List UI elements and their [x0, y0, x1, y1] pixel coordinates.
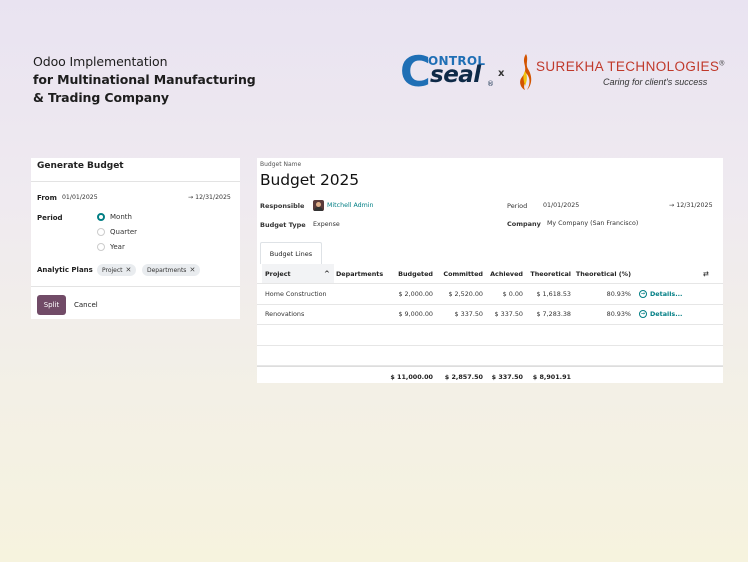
- logo-separator: x: [498, 68, 505, 79]
- radio-icon[interactable]: [97, 243, 105, 251]
- column-departments[interactable]: Departments: [336, 269, 384, 278]
- headline-line-2: for Multinational Manufacturing: [33, 72, 256, 87]
- table-row[interactable]: Renovations $ 9,000.00 $ 337.50 $ 337.50…: [257, 305, 723, 325]
- period-option-year[interactable]: Year: [97, 243, 125, 251]
- headline-line-1: Odoo Implementation: [33, 54, 168, 69]
- arrow-right-icon: →: [639, 289, 647, 298]
- column-achieved[interactable]: Achieved: [490, 269, 523, 278]
- period-from-field[interactable]: 01/01/2025: [543, 202, 580, 209]
- table-header: Project ^ Departments Budgeted Committed…: [257, 264, 723, 284]
- column-theoretical[interactable]: Theoretical: [530, 269, 571, 278]
- tag-project[interactable]: Project ✕: [97, 264, 137, 276]
- controlseal-logo: C ONTROL seal ®: [400, 47, 494, 96]
- headline-line-3: & Trading Company: [33, 90, 169, 105]
- remove-tag-icon[interactable]: ✕: [189, 266, 196, 274]
- empty-row: [257, 325, 723, 346]
- budget-lines-table: Project ^ Departments Budgeted Committed…: [257, 264, 723, 387]
- period-label: Period: [507, 202, 528, 210]
- from-date-field[interactable]: 01/01/2025: [62, 194, 98, 201]
- totals-row: $ 11,000.00 $ 2,857.50 $ 337.50 $ 8,901.…: [257, 366, 723, 387]
- remove-tag-icon[interactable]: ✕: [125, 266, 132, 274]
- surekha-tagline: Caring for client's success: [603, 77, 708, 87]
- company-field[interactable]: My Company (San Francisco): [547, 220, 639, 227]
- period-to-field[interactable]: → 12/31/2025: [669, 202, 713, 209]
- period-option-month[interactable]: Month: [97, 213, 132, 221]
- budget-type-field[interactable]: Expense: [313, 221, 340, 228]
- to-date-field[interactable]: → 12/31/2025: [188, 194, 231, 201]
- cancel-button[interactable]: Cancel: [74, 301, 98, 309]
- divider: [31, 286, 240, 287]
- period-label: Period: [37, 214, 63, 222]
- responsible-field[interactable]: Mitchell Admin: [327, 202, 374, 209]
- table-row[interactable]: Home Construction $ 2,000.00 $ 2,520.00 …: [257, 284, 723, 305]
- dialog-title: Generate Budget: [37, 161, 124, 171]
- empty-row: [257, 345, 723, 366]
- details-button[interactable]: → Details...: [639, 289, 683, 298]
- arrow-right-icon: →: [639, 310, 647, 319]
- radio-icon[interactable]: [97, 228, 105, 236]
- radio-selected-icon[interactable]: [97, 213, 105, 221]
- surekha-logo-name: SUREKHA TECHNOLOGIES®: [536, 59, 725, 74]
- from-label: From: [37, 194, 57, 202]
- budget-type-label: Budget Type: [260, 221, 306, 229]
- avatar: [313, 200, 324, 211]
- split-button[interactable]: Split: [37, 295, 66, 315]
- headline: Odoo Implementation for Multinational Ma…: [33, 53, 256, 107]
- details-button[interactable]: → Details...: [639, 310, 683, 319]
- column-project[interactable]: Project: [265, 269, 291, 278]
- sort-asc-icon[interactable]: ^: [324, 269, 330, 278]
- budget-name-field[interactable]: Budget 2025: [260, 171, 360, 189]
- generate-budget-dialog: Generate Budget From 01/01/2025 → 12/31/…: [31, 158, 240, 319]
- company-label: Company: [507, 220, 541, 228]
- tag-departments[interactable]: Departments ✕: [142, 264, 201, 276]
- responsible-label: Responsible: [260, 202, 305, 210]
- analytic-plans-label: Analytic Plans: [37, 266, 93, 274]
- budget-form: Budget Name Budget 2025 Responsible Mitc…: [257, 158, 723, 383]
- column-options-icon[interactable]: ⇄: [703, 269, 709, 278]
- budget-name-label: Budget Name: [260, 161, 302, 168]
- period-option-quarter[interactable]: Quarter: [97, 228, 137, 236]
- column-theoretical-pct[interactable]: Theoretical (%): [575, 269, 631, 278]
- column-budgeted[interactable]: Budgeted: [398, 269, 433, 278]
- surekha-flame-icon: [520, 54, 532, 90]
- partner-logos: C ONTROL seal ® x SUREKHA TECHNOLOGIES® …: [400, 47, 724, 96]
- column-committed[interactable]: Committed: [443, 269, 483, 278]
- tab-budget-lines[interactable]: Budget Lines: [260, 242, 322, 264]
- divider: [31, 181, 240, 182]
